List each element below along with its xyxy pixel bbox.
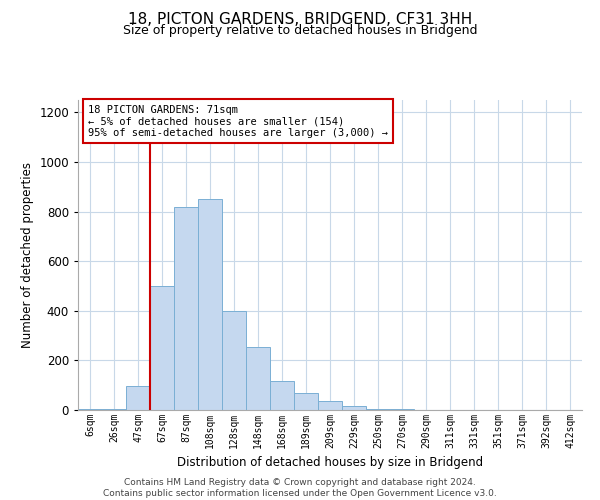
Bar: [150, 286, 174, 410]
Bar: [126, 386, 150, 410]
Bar: [270, 382, 294, 410]
Bar: [246, 347, 270, 410]
Bar: [390, 409, 414, 410]
Bar: [294, 392, 318, 410]
Bar: [318, 402, 342, 410]
Bar: [174, 206, 198, 410]
Bar: [222, 311, 246, 410]
Bar: [102, 409, 126, 410]
Text: 18 PICTON GARDENS: 71sqm
← 5% of detached houses are smaller (154)
95% of semi-d: 18 PICTON GARDENS: 71sqm ← 5% of detache…: [88, 104, 388, 138]
Text: 18, PICTON GARDENS, BRIDGEND, CF31 3HH: 18, PICTON GARDENS, BRIDGEND, CF31 3HH: [128, 12, 472, 28]
Text: Contains HM Land Registry data © Crown copyright and database right 2024.
Contai: Contains HM Land Registry data © Crown c…: [103, 478, 497, 498]
Text: Size of property relative to detached houses in Bridgend: Size of property relative to detached ho…: [123, 24, 477, 37]
Y-axis label: Number of detached properties: Number of detached properties: [20, 162, 34, 348]
X-axis label: Distribution of detached houses by size in Bridgend: Distribution of detached houses by size …: [177, 456, 483, 469]
Bar: [342, 406, 366, 410]
Bar: [198, 199, 222, 410]
Bar: [78, 409, 102, 410]
Bar: [366, 409, 390, 410]
